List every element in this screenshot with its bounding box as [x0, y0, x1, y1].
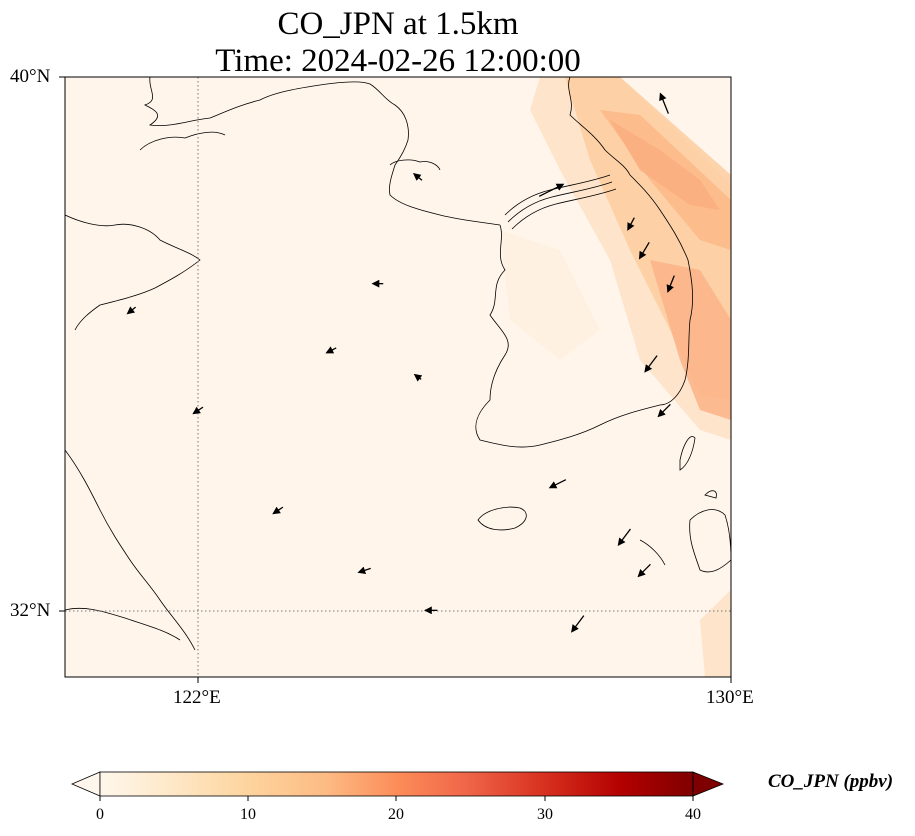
concentration-plume	[500, 77, 731, 677]
coastline-jeju	[477, 506, 527, 531]
wind-arrow-0	[659, 92, 670, 114]
coastline-tsushima	[679, 436, 696, 471]
map-title-line1: CO_JPN at 1.5km	[277, 6, 519, 42]
colorbar-label-0: 0	[96, 806, 104, 823]
colorbar-label-20: 20	[388, 806, 404, 823]
coastline-yalu-2	[507, 181, 613, 223]
colorbar-label-10: 10	[240, 806, 256, 823]
coastline-kyushu	[689, 509, 731, 573]
wind-arrow-18	[413, 373, 423, 382]
wind-arrow-8	[617, 528, 631, 547]
plume-south-corner	[700, 590, 731, 677]
map-frame	[64, 76, 732, 678]
coastline-north	[143, 77, 501, 226]
plume-korea-interior	[500, 230, 600, 360]
colorbar-ramp	[100, 772, 693, 796]
wind-arrow-9	[637, 563, 651, 578]
x-tick-label-122: 122°E	[173, 687, 221, 708]
wind-arrow-2	[627, 217, 635, 231]
plume-core-band	[610, 120, 720, 210]
coastline-yalu-3	[511, 188, 617, 230]
coastline-goto	[639, 539, 666, 566]
y-tick-label-32: 32°N	[10, 600, 51, 621]
colorbar-title: CO_JPN (ppbv)	[768, 771, 894, 792]
colorbar-label-30: 30	[537, 806, 553, 823]
coastline-jiangsu	[65, 449, 196, 651]
wind-arrow-10	[571, 615, 585, 633]
wind-arrow-4	[666, 275, 675, 293]
colorbar-extend-min	[70, 771, 101, 797]
x-tick-label-130: 130°E	[706, 687, 754, 708]
colorbar-label-40: 40	[685, 806, 701, 823]
wind-arrow-13	[272, 506, 284, 515]
coastline-korea-west-south	[475, 224, 661, 448]
wind-vectors	[126, 92, 675, 633]
coastline-yalu-1	[504, 174, 611, 216]
wind-arrow-6	[657, 403, 671, 418]
wind-arrow-3	[638, 241, 650, 260]
coastline-shandong	[65, 214, 201, 331]
coastline-liaodong	[389, 159, 441, 171]
colorbar-extend-max	[692, 771, 725, 797]
wind-arrow-17	[325, 346, 337, 354]
coastlines	[65, 77, 731, 651]
y-tick-label-40: 40°N	[10, 66, 51, 87]
coastline-korea-east	[568, 77, 694, 406]
wind-arrow-5	[644, 355, 658, 373]
wind-arrow-7	[548, 479, 567, 489]
wind-arrow-12	[357, 566, 371, 574]
wind-arrow-14	[192, 406, 204, 415]
coastline-bohai	[139, 131, 226, 151]
wind-arrow-19	[412, 172, 423, 181]
plume-core-south	[650, 260, 731, 420]
coastline-iki	[704, 490, 717, 499]
coastline-yangtze	[65, 607, 181, 641]
wind-arrow-15	[126, 306, 137, 315]
wind-arrow-1	[538, 183, 565, 197]
map-title-line2: Time: 2024-02-26 12:00:00	[215, 43, 581, 79]
